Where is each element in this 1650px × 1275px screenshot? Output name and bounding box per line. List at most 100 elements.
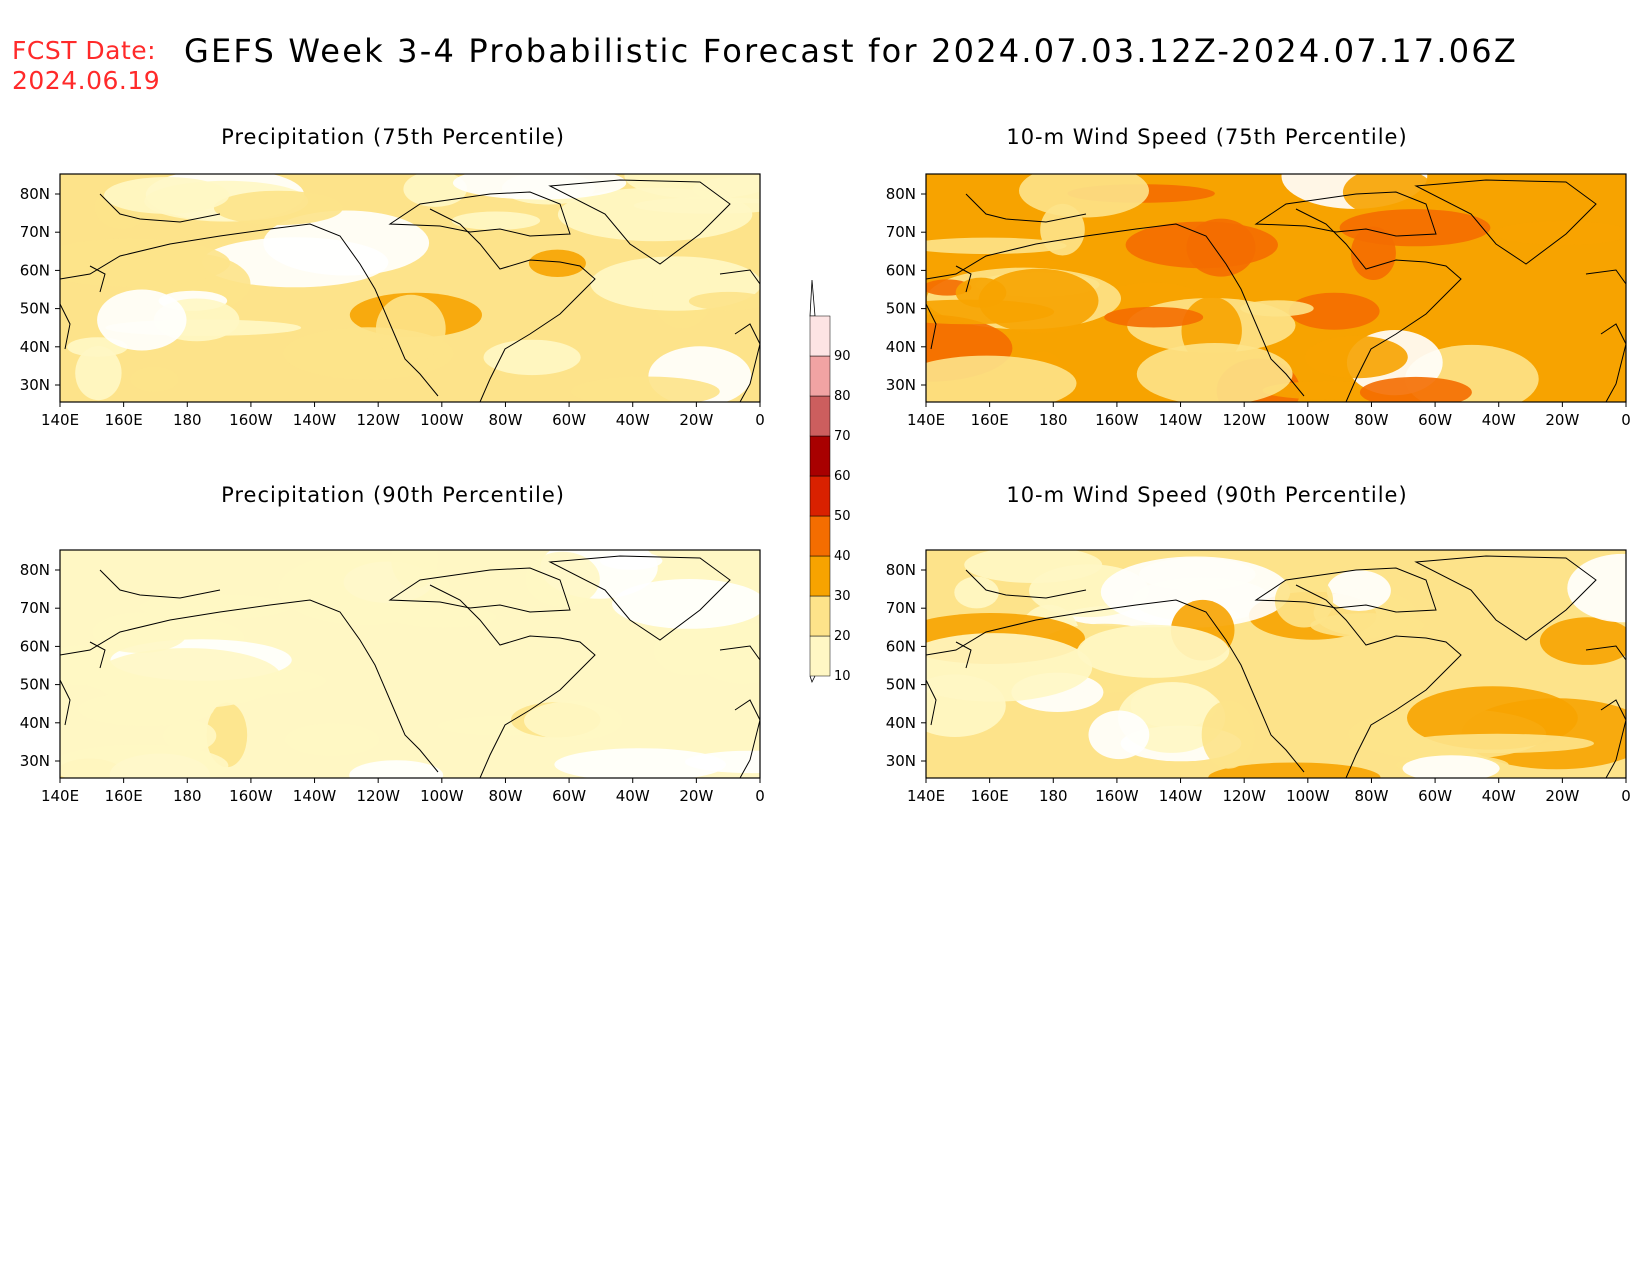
- map-frame: [925, 549, 1627, 779]
- coastline: [1585, 645, 1626, 778]
- colorbar-segment: [809, 515, 831, 557]
- probability-patch: [130, 366, 179, 392]
- coastline: [719, 269, 760, 402]
- probability-patch: [1400, 733, 1594, 753]
- probability-patch: [692, 622, 760, 684]
- colorbar-label: 20: [834, 629, 851, 644]
- probability-patch: [524, 701, 623, 741]
- lon-label: 20W: [1545, 787, 1579, 805]
- probability-patch: [600, 551, 663, 570]
- coastline: [99, 569, 221, 599]
- probability-patch: [926, 299, 1055, 325]
- probability-patch: [92, 648, 282, 709]
- lat-label: 40N: [886, 714, 916, 732]
- colorbar-segment: [809, 555, 831, 597]
- coastline: [965, 193, 1087, 223]
- probability-patch: [1100, 556, 1291, 628]
- colorbar-label: 10: [834, 669, 851, 684]
- lat-label: 50N: [20, 300, 50, 318]
- panel-title-wind-90: 10-m Wind Speed (90th Percentile): [1006, 483, 1408, 507]
- coastline: [926, 641, 972, 726]
- probability-patch: [557, 187, 753, 242]
- probability-patch: [278, 552, 450, 625]
- probability-patch: [1359, 376, 1472, 402]
- probability-patch: [1240, 300, 1314, 317]
- coastline: [1414, 555, 1597, 641]
- coastline: [1585, 269, 1626, 402]
- map-frame: [925, 173, 1627, 403]
- probability-patch: [483, 339, 581, 376]
- colorbar-bottom-arrow: [809, 675, 816, 684]
- lon-label: 40W: [1482, 787, 1516, 805]
- probability-patch: [1201, 700, 1255, 769]
- probability-patch: [60, 744, 229, 778]
- coastline: [548, 555, 731, 641]
- lon-label: 60W: [1418, 787, 1452, 805]
- lon-label: 100W: [420, 787, 464, 805]
- lon-label: 80W: [488, 787, 522, 805]
- lon-label: 120W: [356, 787, 400, 805]
- probability-patch: [926, 237, 1067, 254]
- coastline: [1254, 191, 1437, 237]
- coastline: [965, 569, 1087, 599]
- colorbar-segment: [809, 395, 831, 437]
- lat-label: 70N: [20, 599, 50, 617]
- lat-label: 60N: [20, 261, 50, 279]
- probability-patch: [1136, 343, 1293, 402]
- lon-label: 180: [173, 787, 202, 805]
- lon-label: 80W: [488, 411, 522, 429]
- probability-patch: [688, 291, 760, 311]
- lon-label: 60W: [552, 411, 586, 429]
- lon-label: 0: [755, 787, 765, 805]
- probability-patch: [525, 551, 600, 607]
- panel-title-precip-90: Precipitation (90th Percentile): [221, 483, 565, 507]
- probability-patch: [104, 177, 230, 214]
- colorbar-segment: [809, 355, 831, 397]
- lon-label: 140E: [41, 787, 79, 805]
- coastline: [719, 645, 760, 778]
- lat-label: 80N: [20, 561, 50, 579]
- coastline: [60, 641, 106, 726]
- lat-label: 50N: [886, 300, 916, 318]
- probability-patch: [349, 760, 444, 778]
- probability-patch: [60, 238, 230, 287]
- probability-patch: [1539, 617, 1626, 665]
- forecast-date-label: FCST Date:: [12, 36, 157, 65]
- lon-label: 160W: [229, 787, 273, 805]
- lat-label: 60N: [886, 637, 916, 655]
- lat-label: 30N: [20, 376, 50, 394]
- lon-label: 20W: [679, 787, 713, 805]
- lon-label: 160E: [105, 411, 143, 429]
- coastline: [1295, 584, 1462, 778]
- coastline: [60, 223, 439, 397]
- probability-patch: [92, 612, 188, 653]
- lon-label: 140W: [293, 787, 337, 805]
- lon-label: 140W: [1159, 787, 1203, 805]
- lon-label: 40W: [1482, 411, 1516, 429]
- colorbar-label: 40: [834, 549, 851, 564]
- lon-label: 120W: [356, 411, 400, 429]
- map-precip-75: 140E 160E 180 160W 140W 120W 100W 80W 60W 40W 20W 0…: [20, 173, 765, 429]
- lat-label: 60N: [20, 637, 50, 655]
- probability-patch: [206, 702, 248, 768]
- probability-patch: [1326, 570, 1391, 611]
- lat-label: 30N: [886, 376, 916, 394]
- lon-label: 140W: [1159, 411, 1203, 429]
- probability-patch: [1104, 306, 1204, 328]
- map-precip-90: 140E 160E 180 160W 140W 120W 100W 80W 60W 40W 20W 0…: [20, 549, 765, 805]
- coastline: [388, 191, 571, 237]
- map-wind-75: 140E 160E 180 160W 140W 120W 100W 80W 60W 40W 20W 0…: [886, 173, 1631, 429]
- lat-label: 80N: [886, 561, 916, 579]
- coastline: [1254, 567, 1437, 613]
- lat-label: 50N: [886, 676, 916, 694]
- coastline: [926, 265, 972, 350]
- probability-patch: [528, 249, 586, 277]
- panel-title-wind-75: 10-m Wind Speed (75th Percentile): [1006, 125, 1408, 149]
- probability-patch: [1407, 686, 1578, 750]
- probability-patch: [1288, 292, 1380, 330]
- colorbar-label: 70: [834, 429, 851, 444]
- colorbar-label: 80: [834, 389, 851, 404]
- probability-patch: [1402, 755, 1500, 778]
- lon-label: 100W: [1286, 787, 1330, 805]
- probability-patch: [1077, 624, 1230, 678]
